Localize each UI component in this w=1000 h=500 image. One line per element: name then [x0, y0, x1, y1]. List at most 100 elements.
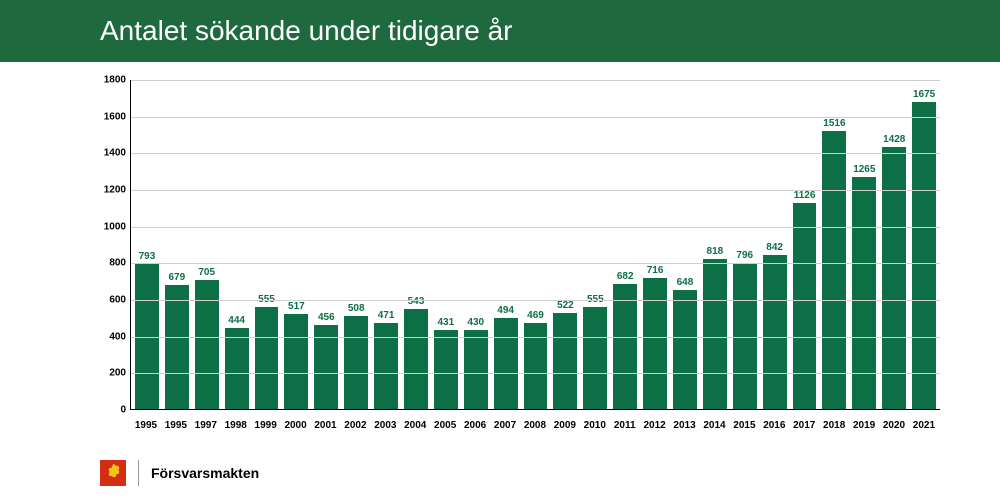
bar [643, 278, 667, 409]
bar-value-label: 1265 [853, 164, 875, 175]
bar [374, 323, 398, 409]
bar-column: 508 [344, 80, 368, 409]
bar [882, 147, 906, 409]
bar [284, 314, 308, 409]
bar-column: 456 [314, 80, 338, 409]
bars-group: 793 679 705 444 555 517 456 508 471 543 431 430 494 4… [131, 80, 940, 409]
x-category-label: 2010 [583, 416, 607, 438]
gridline [131, 190, 940, 191]
bar-column: 1265 [852, 80, 876, 409]
bar-column: 471 [374, 80, 398, 409]
bar-column: 793 [135, 80, 159, 409]
bar [793, 203, 817, 409]
bar [912, 102, 936, 409]
bar-value-label: 471 [378, 310, 395, 321]
bar [404, 309, 428, 409]
brand-name: Försvarsmakten [138, 460, 259, 486]
bar-value-label: 682 [617, 271, 634, 282]
bar-column: 679 [165, 80, 189, 409]
x-category-label: 2007 [493, 416, 517, 438]
bar-column: 522 [553, 80, 577, 409]
bar [344, 316, 368, 409]
bar-column: 555 [583, 80, 607, 409]
gridline [131, 117, 940, 118]
bar-value-label: 543 [408, 296, 425, 307]
y-tick-label: 0 [120, 405, 126, 416]
bar [673, 290, 697, 409]
bar-column: 1675 [912, 80, 936, 409]
bar-column: 555 [255, 80, 279, 409]
plot-area: 793 679 705 444 555 517 456 508 471 543 431 430 494 4… [130, 80, 940, 410]
bar-value-label: 430 [467, 317, 484, 328]
y-tick-label: 400 [109, 331, 126, 342]
y-tick-label: 600 [109, 295, 126, 306]
bar-column: 1516 [822, 80, 846, 409]
x-category-label: 2015 [732, 416, 756, 438]
x-category-label: 2006 [463, 416, 487, 438]
title-header: Antalet sökande under tidigare år [0, 0, 1000, 62]
brand-logo-icon [100, 460, 126, 486]
bar-column: 469 [524, 80, 548, 409]
bar-value-label: 793 [139, 251, 156, 262]
x-category-label: 2004 [403, 416, 427, 438]
x-category-label: 2013 [673, 416, 697, 438]
bar-value-label: 818 [707, 246, 724, 257]
y-tick-label: 1800 [104, 75, 126, 86]
gridline [131, 263, 940, 264]
bar-column: 430 [464, 80, 488, 409]
bar-value-label: 508 [348, 303, 365, 314]
bar-value-label: 1428 [883, 134, 905, 145]
bar-value-label: 431 [438, 317, 455, 328]
bar [225, 328, 249, 409]
bar-column: 842 [763, 80, 787, 409]
x-axis-labels: 1995199519971998199920002001200220032004… [130, 416, 940, 438]
bar-column: 682 [613, 80, 637, 409]
bar-value-label: 494 [497, 305, 514, 316]
bar-column: 444 [225, 80, 249, 409]
bar [434, 330, 458, 409]
x-category-label: 2019 [852, 416, 876, 438]
bar-column: 648 [673, 80, 697, 409]
bar-column: 517 [284, 80, 308, 409]
x-category-label: 2001 [314, 416, 338, 438]
bar-value-label: 842 [766, 242, 783, 253]
footer: Försvarsmakten [100, 460, 259, 486]
y-tick-label: 1400 [104, 148, 126, 159]
bar-value-label: 679 [168, 272, 185, 283]
page-title: Antalet sökande under tidigare år [100, 15, 513, 47]
chart-container: 793 679 705 444 555 517 456 508 471 543 431 430 494 4… [100, 80, 940, 438]
bar [314, 325, 338, 409]
gridline [131, 227, 940, 228]
gridline [131, 80, 940, 81]
bar-value-label: 469 [527, 310, 544, 321]
bar-value-label: 444 [228, 315, 245, 326]
x-category-label: 1995 [134, 416, 158, 438]
bar-column: 1428 [882, 80, 906, 409]
bar-value-label: 716 [647, 265, 664, 276]
x-category-label: 2021 [912, 416, 936, 438]
bar-column: 716 [643, 80, 667, 409]
x-category-label: 1997 [194, 416, 218, 438]
x-category-label: 2005 [433, 416, 457, 438]
x-category-label: 1998 [224, 416, 248, 438]
x-category-label: 2009 [553, 416, 577, 438]
bar-column: 796 [733, 80, 757, 409]
x-category-label: 2016 [762, 416, 786, 438]
bar [464, 330, 488, 409]
bar [583, 307, 607, 409]
bar-value-label: 1516 [823, 118, 845, 129]
bar-value-label: 648 [677, 277, 694, 288]
gridline [131, 373, 940, 374]
bar-column: 431 [434, 80, 458, 409]
x-category-label: 1995 [164, 416, 188, 438]
bar-value-label: 517 [288, 301, 305, 312]
gridline [131, 337, 940, 338]
gridline [131, 300, 940, 301]
gridline [131, 153, 940, 154]
x-category-label: 2008 [523, 416, 547, 438]
bar [553, 313, 577, 409]
y-tick-label: 800 [109, 258, 126, 269]
bar-column: 705 [195, 80, 219, 409]
x-category-label: 2012 [643, 416, 667, 438]
y-tick-label: 200 [109, 368, 126, 379]
